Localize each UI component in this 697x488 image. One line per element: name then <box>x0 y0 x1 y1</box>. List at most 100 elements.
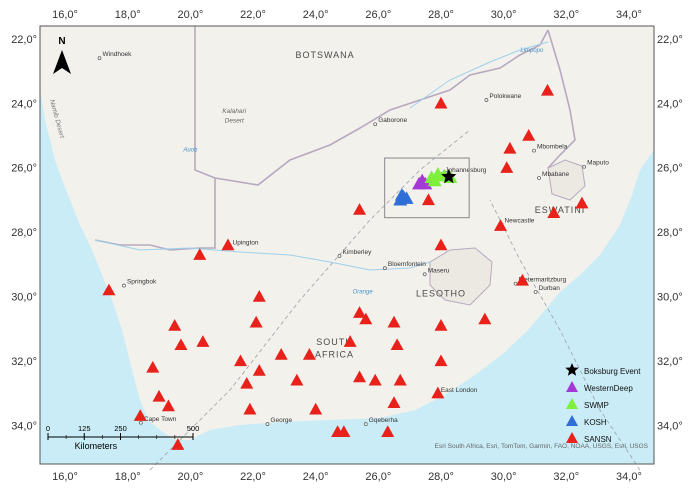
city-dot <box>138 420 143 425</box>
city-dot <box>532 148 536 153</box>
legend-triangle-icon <box>566 381 578 392</box>
lon-tick-label: 24,0° <box>303 471 329 483</box>
sansn-station-marker[interactable] <box>503 141 517 154</box>
city-label: Windhoek <box>103 51 133 58</box>
lesotho-shape <box>429 247 493 306</box>
city-label: Kimberley <box>342 249 372 256</box>
sansn-station-marker[interactable] <box>252 364 266 376</box>
sansn-station-marker[interactable] <box>196 335 210 347</box>
sansn-station-marker[interactable] <box>171 438 185 450</box>
sansn-station-marker[interactable] <box>390 338 404 351</box>
sansn-station-marker[interactable] <box>387 315 401 328</box>
city-dot <box>422 272 427 277</box>
city-dot <box>363 422 368 426</box>
sansn-station-marker[interactable] <box>152 389 166 402</box>
legend-triangle-icon <box>566 432 578 443</box>
sansn-station-marker[interactable] <box>421 193 435 206</box>
sansn-station-marker[interactable] <box>290 373 304 386</box>
westerndeep-station-marker[interactable] <box>415 173 430 187</box>
lat-tick-label: 30,0° <box>657 292 683 304</box>
lon-tick-label: 34,0° <box>616 9 642 21</box>
city-dot <box>383 266 387 271</box>
sansn-station-marker[interactable] <box>161 399 175 412</box>
city-dot <box>373 122 378 127</box>
sansn-station-marker[interactable] <box>133 409 147 421</box>
sansn-station-marker[interactable] <box>478 312 492 325</box>
sansn-station-marker[interactable] <box>193 248 207 260</box>
sansn-station-marker[interactable] <box>515 273 529 286</box>
sansn-station-marker[interactable] <box>540 83 554 96</box>
scale-bar: 0 125 250 500 Kilometers <box>46 424 199 451</box>
sansn-station-marker[interactable] <box>522 129 536 141</box>
sansn-station-marker[interactable] <box>434 354 448 367</box>
sansn-station-marker[interactable] <box>233 354 247 367</box>
sansn-station-marker[interactable] <box>249 315 263 328</box>
sansn-station-marker[interactable] <box>274 348 288 360</box>
east-landmass <box>560 26 654 150</box>
lat-tick-label: 26,0° <box>11 163 37 175</box>
city-label: Gaborone <box>378 117 407 124</box>
map-frame[interactable]: BOTSWANA SOUTH AFRICA LESOTHO ESWATINI Windho… <box>40 26 654 471</box>
orange-river <box>94 239 431 271</box>
lon-tick-label: 26,0° <box>365 9 391 21</box>
sansn-station-marker[interactable] <box>368 373 382 386</box>
lon-tick-label: 22,0° <box>240 9 266 21</box>
boksburg-event-marker[interactable] <box>441 168 457 184</box>
sansn-station-marker[interactable] <box>243 402 257 415</box>
sansn-station-marker[interactable] <box>337 425 351 437</box>
sansn-station-marker[interactable] <box>221 238 235 251</box>
sansn-station-marker[interactable] <box>302 348 316 360</box>
scale-tick-label: 250 <box>114 424 127 433</box>
sansn-station-marker[interactable] <box>500 161 514 173</box>
sansn-station-marker[interactable] <box>387 396 401 409</box>
country-label: AFRICA <box>315 350 354 360</box>
sansn-station-marker[interactable] <box>353 203 367 215</box>
sansn-station-marker[interactable] <box>434 96 448 109</box>
legend: Boksburg Event WesternDeep SWMP KOSH SANSN <box>565 363 641 444</box>
sansn-station-marker[interactable] <box>174 338 188 351</box>
lat-tick-label: 34,0° <box>11 420 37 432</box>
sansn-station-marker[interactable] <box>359 312 373 325</box>
sansn-station-marker[interactable] <box>102 283 116 296</box>
sansn-station-marker[interactable] <box>494 219 507 231</box>
city-dot <box>337 254 342 258</box>
sansn-station-marker[interactable] <box>252 290 266 302</box>
eswatini-shape <box>547 159 586 201</box>
city-dot <box>533 290 538 294</box>
sansn-station-marker[interactable] <box>309 402 323 415</box>
country-label: BOTSWANA <box>295 50 354 60</box>
sansn-station-marker[interactable] <box>168 319 182 331</box>
sansn-station-marker[interactable] <box>353 370 367 383</box>
lon-tick-label: 22,0° <box>240 471 266 483</box>
lat-tick-label: 30,0° <box>11 292 37 304</box>
kosh-station-marker[interactable] <box>394 188 409 201</box>
city-label: East London <box>441 387 478 394</box>
lat-tick-label: 22,0° <box>657 34 683 46</box>
city-label: Mbabane <box>542 171 569 178</box>
scale-tick-label: 500 <box>187 424 200 433</box>
lat-tick-label: 26,0° <box>657 163 683 175</box>
north-label: N <box>58 36 65 47</box>
sansn-station-marker[interactable] <box>146 360 160 373</box>
legend-label: Boksburg Event <box>584 367 641 376</box>
sansn-station-marker[interactable] <box>393 373 407 386</box>
legend-star-icon[interactable] <box>565 363 579 376</box>
swmp-station-marker[interactable] <box>427 173 442 187</box>
sansn-station-marker[interactable] <box>240 376 254 389</box>
city-label: George <box>270 417 292 424</box>
city-label: Bloemfontein <box>388 261 426 268</box>
sansn-station-marker[interactable] <box>575 196 589 209</box>
sansn-station-marker[interactable] <box>547 206 561 218</box>
lat-tick-label: 34,0° <box>657 420 683 432</box>
lon-tick-label: 28,0° <box>428 9 454 21</box>
lon-tick-label: 20,0° <box>177 9 203 21</box>
sansn-station-marker[interactable] <box>434 238 448 251</box>
sansn-station-marker[interactable] <box>381 425 395 437</box>
sansn-station-marker[interactable] <box>353 306 367 318</box>
sansn-station-marker[interactable] <box>431 386 445 399</box>
sansn-station-marker[interactable] <box>434 319 448 331</box>
namibia-border <box>94 26 216 251</box>
sansn-station-marker[interactable] <box>343 335 357 347</box>
lon-tick-label: 24,0° <box>303 9 329 21</box>
